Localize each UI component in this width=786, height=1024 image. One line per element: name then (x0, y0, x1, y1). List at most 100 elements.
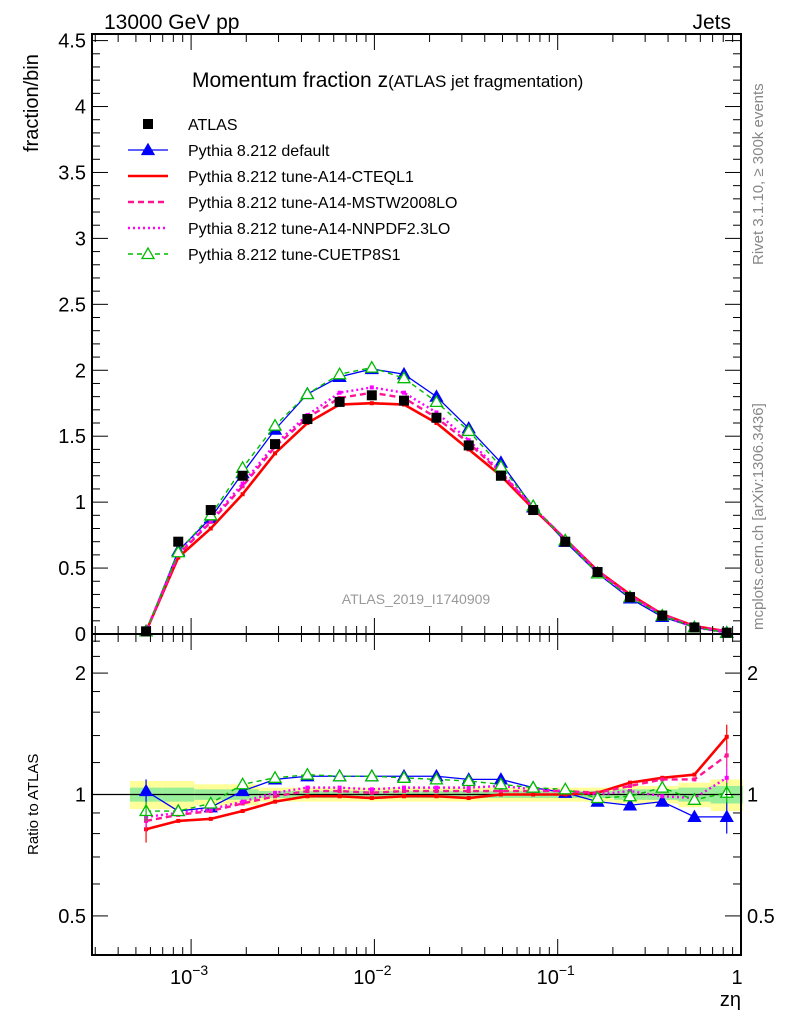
ratio-point-1 (655, 794, 670, 807)
y-tick-label: 4 (75, 97, 86, 119)
legend-label: Pythia 8.212 tune-A14-NNPDF2.3LO (188, 221, 450, 238)
ratio-y-tick-label-right: 2 (747, 663, 758, 685)
ratio-point-3 (660, 777, 665, 782)
y-tick-label: 4.5 (58, 31, 86, 53)
atlas-data-point (270, 439, 281, 450)
ratio-point-5 (493, 776, 509, 790)
series-point-5 (171, 544, 186, 558)
ratio-point-2 (176, 818, 181, 823)
atlas-data-point (398, 395, 409, 406)
ratio-point-2 (434, 794, 439, 799)
x-axis-label: zη (720, 989, 741, 1011)
ratio-point-5 (300, 767, 315, 780)
ratio-point-2 (273, 799, 278, 804)
legend-label: ATLAS (188, 117, 238, 134)
series-point-5 (300, 386, 315, 400)
y-tick-label: 2 (75, 360, 86, 382)
mcplots-label: mcplots.cern.ch [arXiv:1306.3436] (750, 403, 767, 630)
atlas-data-point (205, 505, 216, 516)
atlas-data-point (528, 505, 539, 516)
ratio-point-5 (622, 788, 638, 802)
series-point-3 (240, 484, 245, 489)
series-point-4 (208, 518, 213, 523)
legend-marker (140, 246, 156, 260)
header-right: Jets (692, 11, 731, 34)
ratio-point-3 (337, 789, 342, 794)
ratio-point-4 (660, 794, 665, 799)
series-point-4 (337, 390, 342, 395)
legend-marker (143, 119, 153, 129)
ratio-point-2 (401, 794, 406, 799)
atlas-data-point (141, 626, 152, 637)
ratio-point-3 (466, 789, 471, 794)
ratio-point-5 (590, 790, 605, 804)
ratio-point-3 (434, 789, 439, 794)
series-point-5 (332, 366, 347, 380)
ratio-point-5 (203, 796, 218, 809)
ratio-point-4 (337, 785, 342, 790)
ratio-point-5 (364, 768, 379, 782)
x-tick-label: 10−1 (537, 962, 575, 989)
atlas-data-point (689, 622, 700, 633)
ratio-point-5 (461, 773, 476, 787)
series-point-4 (401, 390, 406, 395)
ratio-point-3 (369, 790, 374, 795)
atlas-data-point (495, 470, 506, 481)
atlas-data-point (463, 440, 474, 451)
ratio-point-4 (208, 807, 213, 812)
ratio-point-5 (429, 772, 444, 785)
ratio-point-2 (208, 816, 213, 821)
ratio-point-2 (498, 792, 503, 797)
atlas-data-point (173, 536, 184, 547)
y-tick-label: 0.5 (58, 558, 86, 580)
ratio-point-2 (628, 780, 633, 785)
series-point-5 (267, 418, 283, 431)
ratio-point-3 (498, 789, 503, 794)
ratio-point-3 (401, 789, 406, 794)
ratio-point-3 (628, 783, 633, 788)
series-point-4 (369, 385, 374, 390)
main-title-text: Momentum fraction z (192, 69, 388, 92)
x-tick-label: 10−2 (353, 962, 391, 989)
ratio-point-2 (305, 794, 310, 799)
y-tick-label: 0 (75, 624, 86, 646)
ratio-point-4 (401, 785, 406, 790)
ratio-y-tick-label: 0.5 (58, 906, 86, 928)
legend-label: Pythia 8.212 tune-A14-CTEQL1 (188, 169, 414, 186)
y-tick-label: 2.5 (58, 294, 86, 316)
ratio-point-4 (305, 785, 310, 790)
series-point-5 (461, 423, 476, 437)
series-point-4 (466, 438, 471, 443)
y-tick-label: 1 (75, 492, 86, 514)
atlas-data-point (625, 592, 636, 603)
main-title: Momentum fraction z(ATLAS jet fragmentat… (192, 69, 583, 92)
ratio-point-5 (332, 768, 347, 782)
atlas-data-point (721, 627, 732, 638)
ratio-point-2 (369, 796, 374, 801)
legend-label: Pythia 8.212 tune-A14-MSTW2008LO (188, 195, 457, 212)
rivet-label: Rivet 3.1.10, ≥ 300k events (750, 83, 767, 265)
ratio-point-5 (235, 776, 250, 790)
atlas-data-point (237, 470, 248, 481)
ratio-point-4 (240, 799, 245, 804)
x-tick-label: 10−3 (170, 962, 208, 989)
ratio-y-tick-label: 1 (75, 785, 86, 807)
series-point-2 (434, 421, 439, 426)
ratio-point-2 (240, 809, 245, 814)
legend-marker (140, 142, 156, 156)
atlas-data-point (366, 390, 377, 401)
ratio-point-2 (692, 772, 697, 777)
series-point-2 (240, 492, 245, 497)
ratio-point-2 (531, 792, 536, 797)
atlas-data-point (334, 396, 345, 407)
series-point-5 (396, 370, 412, 384)
ratio-y-axis-label: Ratio to ATLAS (25, 754, 42, 855)
ratio-point-2 (337, 794, 342, 799)
ratio-point-3 (305, 789, 310, 794)
ratio-point-5 (396, 770, 412, 783)
ratio-point-4 (434, 785, 439, 790)
series-point-5 (364, 360, 379, 373)
series-point-2 (369, 401, 374, 406)
atlas-data-point (560, 536, 571, 547)
